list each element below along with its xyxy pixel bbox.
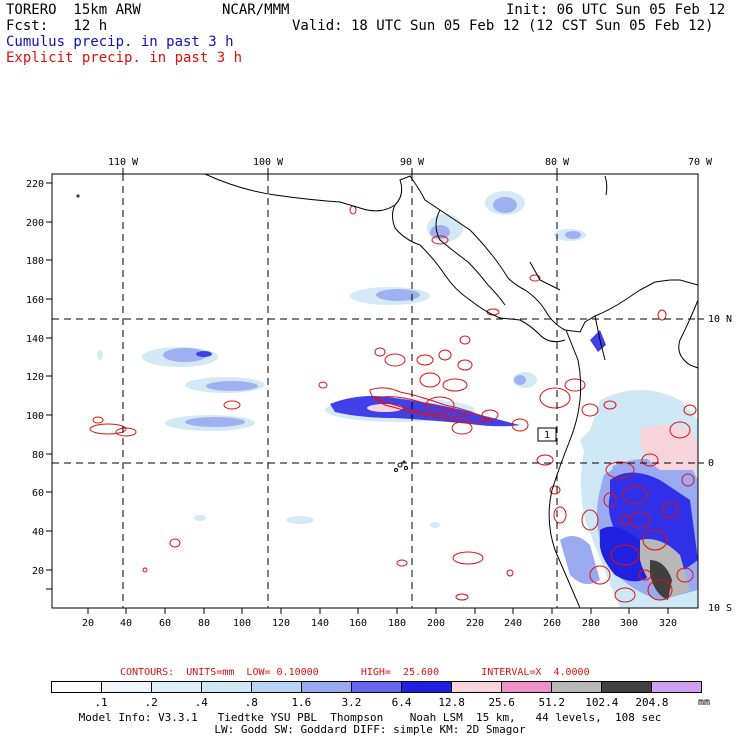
y-tick-label: 200 (26, 218, 44, 229)
color-legend (51, 681, 702, 693)
x-tick-label: 20 (82, 618, 94, 629)
tick-marks (46, 168, 704, 614)
x-tick-label: 60 (159, 618, 171, 629)
lat-label-0: 0 (708, 458, 714, 469)
legend-label: .8 (244, 696, 258, 709)
x-tick-label: 160 (349, 618, 367, 629)
model-physics: LW: Godd SW: Goddard DIFF: simple KM: 2D… (214, 723, 526, 736)
y-tick-label: 80 (32, 450, 44, 461)
forecast-hour: Fcst: 12 h (6, 18, 108, 34)
legend-label: .1 (94, 696, 108, 709)
model-title: TORERO 15km ARW (6, 2, 141, 18)
x-tick-label: 300 (620, 618, 638, 629)
x-tick-label: 260 (543, 618, 561, 629)
y-tick-label: 220 (26, 179, 44, 190)
legend-units: mm (698, 697, 711, 708)
legend-swatch (402, 682, 452, 692)
x-tick-label: 40 (120, 618, 132, 629)
init-time: Init: 06 UTC Sun 05 Feb 12 (506, 2, 726, 18)
legend-swatch (102, 682, 152, 692)
graticule (52, 174, 698, 608)
legend-label: .2 (144, 696, 158, 709)
legend-swatch (502, 682, 552, 692)
lon-label-70w: 70 W (688, 157, 713, 168)
longitude-labels: 110 W 100 W 90 W 80 W 70 W (108, 157, 713, 168)
cumulus-core-pink (367, 404, 403, 412)
map-frame (51, 173, 699, 609)
coastlines (76, 174, 698, 608)
y-tick-label: 60 (32, 488, 44, 499)
x-tick-label: 200 (427, 618, 445, 629)
x-tick-label: 100 (233, 618, 251, 629)
org-label: NCAR/MMM (222, 2, 290, 18)
legend-label: 6.4 (391, 696, 412, 709)
legend-swatch (302, 682, 352, 692)
cumulus-andes-region (560, 330, 698, 608)
svg-text:1: 1 (544, 430, 550, 441)
model-info: Model Info: V3.3.1 Tiedtke YSU PBL Thomp… (78, 711, 662, 724)
cumulus-cell-moderate (163, 197, 581, 427)
explicit-precip-contours (89, 205, 697, 603)
max-marker: 1 (537, 427, 557, 442)
legend-label: 12.8 (438, 696, 465, 709)
x-tick-label: 120 (272, 618, 290, 629)
x-tick-label: 140 (311, 618, 329, 629)
contours-info: CONTOURS: UNITS=mm LOW= 0.10000 HIGH= 25… (120, 667, 590, 678)
legend-swatch (202, 682, 252, 692)
legend-label: 3.2 (341, 696, 362, 709)
x-tick-label: 320 (659, 618, 677, 629)
lon-label-80w: 80 W (545, 157, 570, 168)
latitude-labels: 10 N 0 10 S (708, 314, 732, 614)
x-tick-label: 80 (198, 618, 210, 629)
y-tick-label: 160 (26, 295, 44, 306)
x-tick-label: 220 (466, 618, 484, 629)
field-explicit-label: Explicit precip. in past 3 h (6, 50, 243, 66)
y-tick-label: 40 (32, 527, 44, 538)
legend-label: 1.6 (291, 696, 312, 709)
y-tick-label: 140 (26, 334, 44, 345)
lon-label-90w: 90 W (400, 157, 425, 168)
valid-time: Valid: 18 UTC Sun 05 Feb 12 (12 CST Sun … (292, 18, 714, 34)
y-tick-label: 100 (26, 411, 44, 422)
y-tick-label: 120 (26, 372, 44, 383)
x-tick-label: 180 (388, 618, 406, 629)
y-tick-label: 180 (26, 256, 44, 267)
legend-label: 204.8 (635, 696, 669, 709)
legend-label: 51.2 (538, 696, 566, 709)
x-tick-label: 280 (582, 618, 600, 629)
bottom-axis-labels: 20 40 60 80 100 120 140 160 180 200 220 … (82, 618, 677, 629)
cumulus-cell-heavy (196, 351, 520, 427)
legend-swatch (602, 682, 652, 692)
lat-label-10n: 10 N (708, 314, 732, 325)
legend-label: .4 (194, 696, 208, 709)
legend-swatch (52, 682, 102, 692)
lat-label-10s: 10 S (708, 603, 732, 614)
lon-label-110w: 110 W (108, 157, 139, 168)
legend-swatch (552, 682, 602, 692)
lon-label-100w: 100 W (253, 157, 284, 168)
legend-swatch (152, 682, 202, 692)
cumulus-precip-layer (97, 191, 698, 608)
legend-swatch (652, 682, 701, 692)
legend-swatch (252, 682, 302, 692)
legend-label: 25.6 (488, 696, 515, 709)
legend-swatch (452, 682, 502, 692)
x-tick-label: 240 (504, 618, 522, 629)
field-cumulus-label: Cumulus precip. in past 3 h (6, 34, 234, 50)
legend-label: 102.4 (585, 696, 619, 709)
y-tick-label: 20 (32, 566, 44, 577)
left-axis-labels: 20 40 60 80 100 120 140 160 180 200 220 (26, 179, 44, 577)
legend-swatch (352, 682, 402, 692)
